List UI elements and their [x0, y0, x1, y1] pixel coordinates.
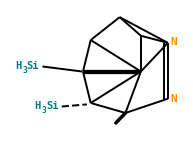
Text: N: N [170, 94, 177, 104]
Text: 3: 3 [42, 106, 47, 115]
Text: H: H [15, 61, 22, 71]
Text: Si: Si [27, 61, 39, 71]
Text: 3: 3 [22, 66, 27, 75]
Text: N: N [170, 37, 177, 47]
Text: H: H [35, 101, 41, 111]
Text: Si: Si [46, 101, 58, 111]
